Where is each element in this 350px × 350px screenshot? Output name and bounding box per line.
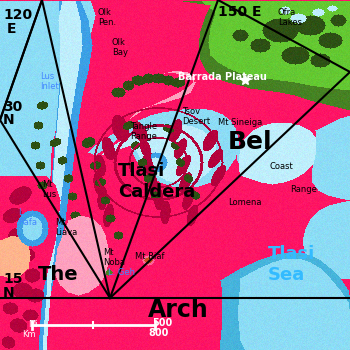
Text: N: N <box>3 286 15 300</box>
Text: Coast: Coast <box>270 162 294 171</box>
Text: 500: 500 <box>152 318 172 328</box>
Text: Mt Sineiga: Mt Sineiga <box>218 118 262 127</box>
Text: E: E <box>7 22 16 36</box>
Text: Olk
Bay: Olk Bay <box>112 38 128 57</box>
Text: 30: 30 <box>3 100 22 114</box>
Text: Mt
Liava: Mt Liava <box>55 218 77 237</box>
Text: Lomena: Lomena <box>228 198 261 207</box>
Text: Mt
Noba: Mt Noba <box>103 248 125 267</box>
Text: Mt Riaf: Mt Riaf <box>135 252 164 261</box>
Text: Range: Range <box>290 185 317 194</box>
Text: Ofra
Lakes: Ofra Lakes <box>278 8 302 27</box>
Text: Km: Km <box>22 330 36 339</box>
Text: N: N <box>3 113 15 127</box>
Text: L. Geh: L. Geh <box>108 268 135 277</box>
Text: Lus
Inlet: Lus Inlet <box>40 72 59 91</box>
Text: Tlasi
Caldera: Tlasi Caldera <box>118 162 195 201</box>
Text: Mt
Lus: Mt Lus <box>42 180 56 200</box>
Text: Bel: Bel <box>228 130 273 154</box>
Text: 120: 120 <box>3 8 32 22</box>
Text: Tsov
Desert: Tsov Desert <box>182 107 210 126</box>
Text: Tangle
Range: Tangle Range <box>130 122 157 141</box>
Text: 150 E: 150 E <box>218 5 261 19</box>
Text: L.
Rafa: L. Rafa <box>18 208 37 228</box>
Text: Barrada Plateau: Barrada Plateau <box>178 72 267 82</box>
Text: Mi: Mi <box>28 320 38 329</box>
Text: 15: 15 <box>3 272 22 286</box>
Text: The: The <box>38 265 79 284</box>
Text: Tlasi
Sea: Tlasi Sea <box>268 245 315 284</box>
Text: Olk
Pen.: Olk Pen. <box>98 8 116 27</box>
Text: Arch: Arch <box>148 298 209 322</box>
Text: 800: 800 <box>148 328 168 338</box>
